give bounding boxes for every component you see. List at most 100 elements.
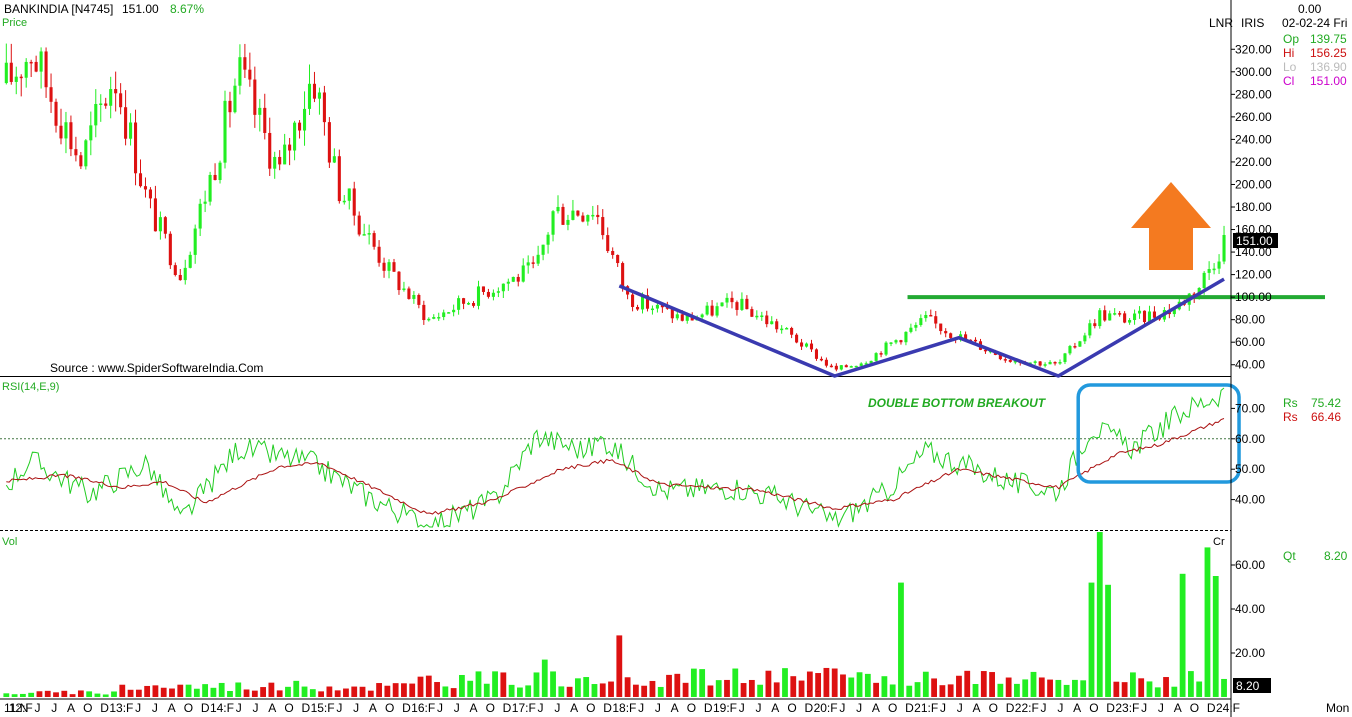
candle-body xyxy=(193,228,197,255)
candle-body xyxy=(760,315,764,317)
candle-body xyxy=(566,219,570,225)
scale-mode-label[interactable]: LNR xyxy=(1209,16,1233,30)
candle-body xyxy=(1063,353,1067,363)
candle-body xyxy=(839,365,843,370)
volume-bar xyxy=(285,686,291,697)
rsi-readout-key: Rs xyxy=(1283,396,1298,410)
volume-bar xyxy=(251,690,258,697)
volume-bar xyxy=(119,684,126,697)
volume-bar xyxy=(1047,679,1053,697)
candle-body xyxy=(248,69,252,80)
candle-body xyxy=(755,315,759,318)
volume-bar xyxy=(177,684,184,697)
volume-bar xyxy=(235,682,242,697)
candle-body xyxy=(983,349,987,352)
candle-body xyxy=(650,308,654,311)
volume-bar xyxy=(599,683,606,697)
volume-bar xyxy=(533,672,540,697)
volume-bar xyxy=(964,670,971,697)
candle-body xyxy=(273,156,277,169)
time-tick-label: A xyxy=(872,701,880,715)
candle-body xyxy=(402,288,406,291)
candle-body xyxy=(710,305,714,316)
candle-body xyxy=(283,144,287,165)
time-tick-label: A xyxy=(1073,701,1081,715)
time-tick-label: O xyxy=(687,701,696,715)
volume-bar xyxy=(898,582,904,697)
volume-bar xyxy=(1163,677,1169,697)
price-tick-label: 60.00 xyxy=(1235,335,1265,349)
volume-bar xyxy=(135,689,142,697)
candle-body xyxy=(844,365,848,368)
volume-bar xyxy=(881,676,888,697)
candle-body xyxy=(800,342,804,347)
time-tick-label: J xyxy=(1057,701,1063,715)
volume-bar xyxy=(873,682,880,697)
volume-bar xyxy=(980,671,987,697)
candle-body xyxy=(457,298,461,310)
candle-body xyxy=(1033,361,1037,363)
time-tick-label: O xyxy=(486,701,495,715)
candle-body xyxy=(417,294,421,305)
candle-body xyxy=(949,333,953,338)
candle-body xyxy=(322,92,326,123)
candle-body xyxy=(700,314,704,318)
candle-body xyxy=(1058,362,1062,364)
volume-bar xyxy=(69,694,76,697)
volume-bar xyxy=(1146,681,1153,697)
time-tick-label: 18:F xyxy=(612,701,636,715)
time-tick-label: J xyxy=(957,701,963,715)
candle-body xyxy=(715,306,719,316)
candle-body xyxy=(889,342,893,344)
candle-body xyxy=(9,62,13,82)
time-tick-label: D xyxy=(100,701,109,715)
volume-bar xyxy=(1204,547,1211,697)
volume-bar xyxy=(931,678,937,697)
ohlc-readout: Op 139.75 Hi 156.25 Lo 136.90 Cl 151.00 xyxy=(1283,32,1347,88)
volume-bar xyxy=(202,684,209,697)
candle-body xyxy=(576,210,580,216)
volume-bar xyxy=(956,675,962,697)
candle-body xyxy=(780,328,784,331)
volume-bar xyxy=(657,686,664,697)
price-tick-label: 100.00 xyxy=(1235,290,1272,304)
candle-body xyxy=(621,263,625,287)
price-tick-label: 260.00 xyxy=(1235,110,1272,124)
volume-bar xyxy=(227,690,233,697)
time-tick-label: O xyxy=(586,701,595,715)
price-tick-label: 120.00 xyxy=(1235,268,1272,282)
time-tick-label: D xyxy=(503,701,512,715)
time-tick-label: D xyxy=(704,701,713,715)
time-tick-label: A xyxy=(469,701,477,715)
candle-body xyxy=(138,173,143,187)
time-tick-label: D xyxy=(402,701,411,715)
candle-body xyxy=(253,79,257,115)
candle-body xyxy=(1113,313,1117,315)
candle-body xyxy=(804,343,809,347)
candle-body xyxy=(442,312,446,318)
candle-body xyxy=(1093,323,1097,327)
volume-bar xyxy=(1096,532,1103,697)
candle-body xyxy=(4,62,8,84)
candle-body xyxy=(606,235,610,252)
candle-body xyxy=(571,210,575,220)
time-tick-label: J xyxy=(454,701,460,715)
candle-body xyxy=(824,359,828,366)
volume-bar xyxy=(425,675,432,697)
candle-body xyxy=(720,302,724,307)
price-tick-label: 180.00 xyxy=(1235,200,1272,214)
volume-bar xyxy=(1138,678,1145,697)
volume-bar xyxy=(525,685,532,697)
candle-body xyxy=(238,57,242,86)
candle-body xyxy=(919,318,923,325)
candle-body xyxy=(387,262,391,271)
price-tick-label: 300.00 xyxy=(1235,65,1272,79)
volume-bar xyxy=(367,690,374,697)
candle-body xyxy=(228,100,232,113)
volume-bar xyxy=(707,685,714,697)
candle-body xyxy=(745,298,749,310)
volume-tick-label: 60.00 xyxy=(1235,558,1265,572)
time-tick-label: J xyxy=(839,701,845,715)
candle-body xyxy=(1003,359,1007,361)
time-tick-label: O xyxy=(1089,701,1098,715)
